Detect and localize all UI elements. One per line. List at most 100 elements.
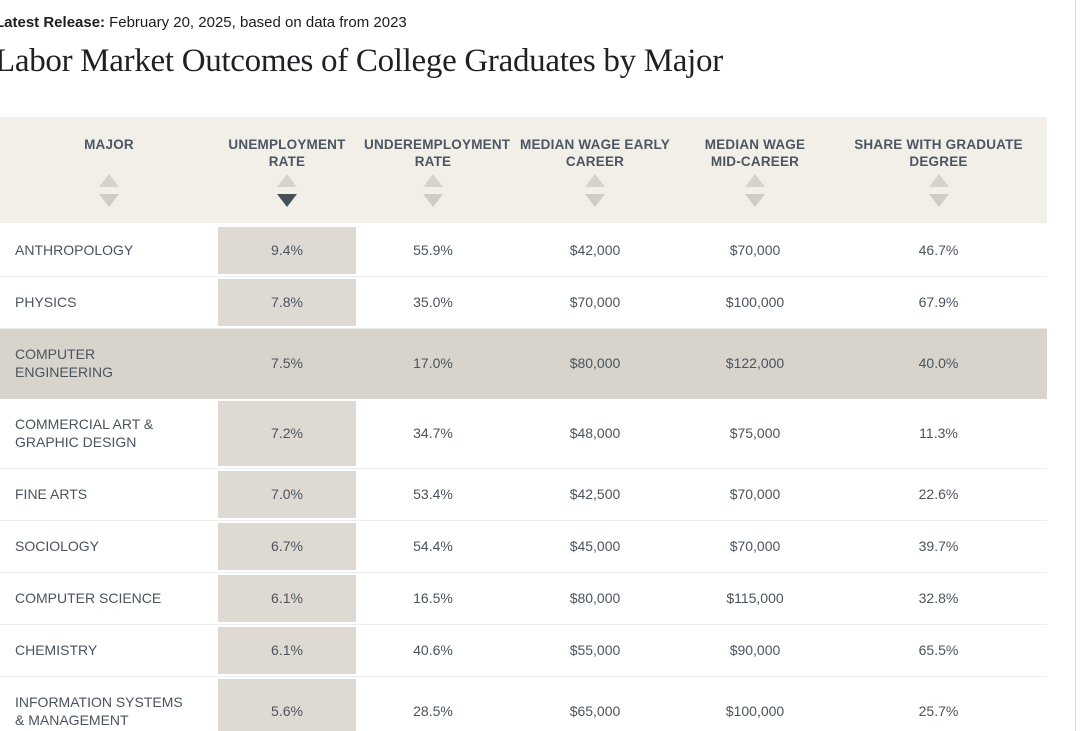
median-wage-early-career-cell: $55,000 bbox=[510, 624, 680, 677]
latest-release-detail: February 20, 2025, based on data from 20… bbox=[109, 14, 407, 31]
median-wage-mid-career-cell: $122,000 bbox=[680, 328, 830, 399]
unemployment-rate-cell: 6.7% bbox=[218, 520, 356, 573]
column-header-median-wage-early-career[interactable]: MEDIAN WAGE EARLY CAREER bbox=[510, 117, 680, 225]
share-with-graduate-degree-cell: 32.8% bbox=[830, 572, 1047, 625]
sort-asc-icon[interactable] bbox=[585, 174, 605, 187]
column-header-label: MEDIAN WAGE EARLY CAREER bbox=[520, 137, 670, 169]
median-wage-mid-career-cell: $75,000 bbox=[680, 398, 830, 469]
unemployment-rate-cell: 7.8% bbox=[218, 276, 356, 329]
median-wage-mid-career-cell: $115,000 bbox=[680, 572, 830, 625]
underemployment-rate-cell: 55.9% bbox=[356, 224, 510, 277]
major-cell: ANTHROPOLOGY bbox=[0, 224, 218, 277]
column-header-major[interactable]: MAJOR bbox=[0, 117, 218, 225]
median-wage-early-career-cell: $80,000 bbox=[510, 572, 680, 625]
share-with-graduate-degree-cell: 40.0% bbox=[830, 328, 1047, 399]
sort-arrows bbox=[364, 174, 502, 207]
underemployment-rate-cell: 17.0% bbox=[356, 328, 510, 399]
median-wage-early-career-cell: $42,000 bbox=[510, 224, 680, 277]
share-with-graduate-degree-cell: 22.6% bbox=[830, 468, 1047, 521]
median-wage-mid-career-cell: $70,000 bbox=[680, 224, 830, 277]
table-header-row: MAJOR UNEMPLOYMENT RATE UNDEREMPLOYMENT … bbox=[0, 117, 1047, 225]
unemployment-rate-cell: 6.1% bbox=[218, 572, 356, 625]
column-header-share-with-graduate-degree[interactable]: SHARE WITH GRADUATE DEGREE bbox=[830, 117, 1047, 225]
page-title: Labor Market Outcomes of College Graduat… bbox=[0, 43, 723, 79]
median-wage-mid-career-cell: $70,000 bbox=[680, 520, 830, 573]
table-row[interactable]: ANTHROPOLOGY 9.4% 55.9% $42,000 $70,000 … bbox=[0, 224, 1047, 277]
underemployment-rate-cell: 54.4% bbox=[356, 520, 510, 573]
major-cell: CHEMISTRY bbox=[0, 624, 218, 677]
median-wage-early-career-cell: $80,000 bbox=[510, 328, 680, 399]
unemployment-rate-cell: 7.0% bbox=[218, 468, 356, 521]
underemployment-rate-cell: 16.5% bbox=[356, 572, 510, 625]
column-header-unemployment-rate[interactable]: UNEMPLOYMENT RATE bbox=[218, 117, 356, 225]
table-row[interactable]: PHYSICS 7.8% 35.0% $70,000 $100,000 67.9… bbox=[0, 276, 1047, 329]
major-cell: FINE ARTS bbox=[0, 468, 218, 521]
sort-asc-icon[interactable] bbox=[745, 174, 765, 187]
sort-desc-icon[interactable] bbox=[585, 194, 605, 207]
unemployment-rate-cell: 7.2% bbox=[218, 398, 356, 469]
sort-desc-icon[interactable] bbox=[928, 194, 949, 207]
unemployment-rate-cell: 6.1% bbox=[218, 624, 356, 677]
median-wage-early-career-cell: $48,000 bbox=[510, 398, 680, 469]
major-cell: COMPUTER SCIENCE bbox=[0, 572, 218, 625]
underemployment-rate-cell: 53.4% bbox=[356, 468, 510, 521]
latest-release-note: Latest Release: February 20, 2025, based … bbox=[0, 0, 1080, 32]
underemployment-rate-cell: 28.5% bbox=[356, 676, 510, 731]
sort-asc-icon[interactable] bbox=[99, 174, 119, 187]
table-row[interactable]: COMPUTER SCIENCE 6.1% 16.5% $80,000 $115… bbox=[0, 572, 1047, 625]
sort-arrows bbox=[8, 174, 210, 207]
underemployment-rate-cell: 35.0% bbox=[356, 276, 510, 329]
sort-asc-icon[interactable] bbox=[928, 174, 949, 187]
median-wage-early-career-cell: $42,500 bbox=[510, 468, 680, 521]
unemployment-rate-cell: 9.4% bbox=[218, 224, 356, 277]
underemployment-rate-cell: 40.6% bbox=[356, 624, 510, 677]
sort-desc-icon[interactable] bbox=[99, 194, 119, 207]
table-row[interactable]: INFORMATION SYSTEMS & MANAGEMENT 5.6% 28… bbox=[0, 676, 1047, 731]
sort-asc-icon[interactable] bbox=[423, 174, 443, 187]
share-with-graduate-degree-cell: 65.5% bbox=[830, 624, 1047, 677]
median-wage-early-career-cell: $65,000 bbox=[510, 676, 680, 731]
median-wage-early-career-cell: $45,000 bbox=[510, 520, 680, 573]
share-with-graduate-degree-cell: 67.9% bbox=[830, 276, 1047, 329]
sort-arrows bbox=[688, 174, 822, 207]
sort-arrows bbox=[518, 174, 672, 207]
table-row[interactable]: CHEMISTRY 6.1% 40.6% $55,000 $90,000 65.… bbox=[0, 624, 1047, 677]
share-with-graduate-degree-cell: 39.7% bbox=[830, 520, 1047, 573]
major-cell: COMPUTER ENGINEERING bbox=[0, 328, 218, 399]
sort-desc-icon[interactable] bbox=[423, 194, 443, 207]
major-cell: SOCIOLOGY bbox=[0, 520, 218, 573]
table-row[interactable]: COMPUTER ENGINEERING 7.5% 17.0% $80,000 … bbox=[0, 328, 1047, 399]
sort-arrows bbox=[226, 174, 348, 207]
sort-desc-icon[interactable] bbox=[277, 194, 297, 207]
column-header-label: MEDIAN WAGE MID-CAREER bbox=[704, 137, 806, 169]
median-wage-mid-career-cell: $100,000 bbox=[680, 276, 830, 329]
table-row[interactable]: SOCIOLOGY 6.7% 54.4% $45,000 $70,000 39.… bbox=[0, 520, 1047, 573]
column-header-label: SHARE WITH GRADUATE DEGREE bbox=[854, 137, 1023, 169]
column-header-median-wage-mid-career[interactable]: MEDIAN WAGE MID-CAREER bbox=[680, 117, 830, 225]
sort-arrows bbox=[838, 174, 1039, 207]
table-row[interactable]: COMMERCIAL ART & GRAPHIC DESIGN 7.2% 34.… bbox=[0, 398, 1047, 469]
median-wage-early-career-cell: $70,000 bbox=[510, 276, 680, 329]
column-header-label: UNEMPLOYMENT RATE bbox=[228, 137, 346, 169]
table-row[interactable]: FINE ARTS 7.0% 53.4% $42,500 $70,000 22.… bbox=[0, 468, 1047, 521]
sort-desc-icon[interactable] bbox=[745, 194, 765, 207]
share-with-graduate-degree-cell: 46.7% bbox=[830, 224, 1047, 277]
page-edge-rule bbox=[1075, 0, 1076, 731]
column-header-underemployment-rate[interactable]: UNDEREMPLOYMENT RATE bbox=[356, 117, 511, 225]
underemployment-rate-cell: 34.7% bbox=[356, 398, 510, 469]
major-cell: PHYSICS bbox=[0, 276, 218, 329]
median-wage-mid-career-cell: $90,000 bbox=[680, 624, 830, 677]
column-header-label: UNDEREMPLOYMENT RATE bbox=[364, 137, 511, 169]
median-wage-mid-career-cell: $100,000 bbox=[680, 676, 830, 731]
share-with-graduate-degree-cell: 25.7% bbox=[830, 676, 1047, 731]
major-cell: COMMERCIAL ART & GRAPHIC DESIGN bbox=[0, 398, 218, 469]
unemployment-rate-cell: 5.6% bbox=[218, 676, 356, 731]
sort-asc-icon[interactable] bbox=[277, 174, 297, 187]
column-header-label: MAJOR bbox=[84, 137, 134, 152]
major-cell: INFORMATION SYSTEMS & MANAGEMENT bbox=[0, 676, 218, 731]
latest-release-label: Latest Release: bbox=[0, 14, 106, 31]
median-wage-mid-career-cell: $70,000 bbox=[680, 468, 830, 521]
share-with-graduate-degree-cell: 11.3% bbox=[830, 398, 1047, 469]
outcomes-table: MAJOR UNEMPLOYMENT RATE UNDEREMPLOYMENT … bbox=[0, 117, 1047, 731]
